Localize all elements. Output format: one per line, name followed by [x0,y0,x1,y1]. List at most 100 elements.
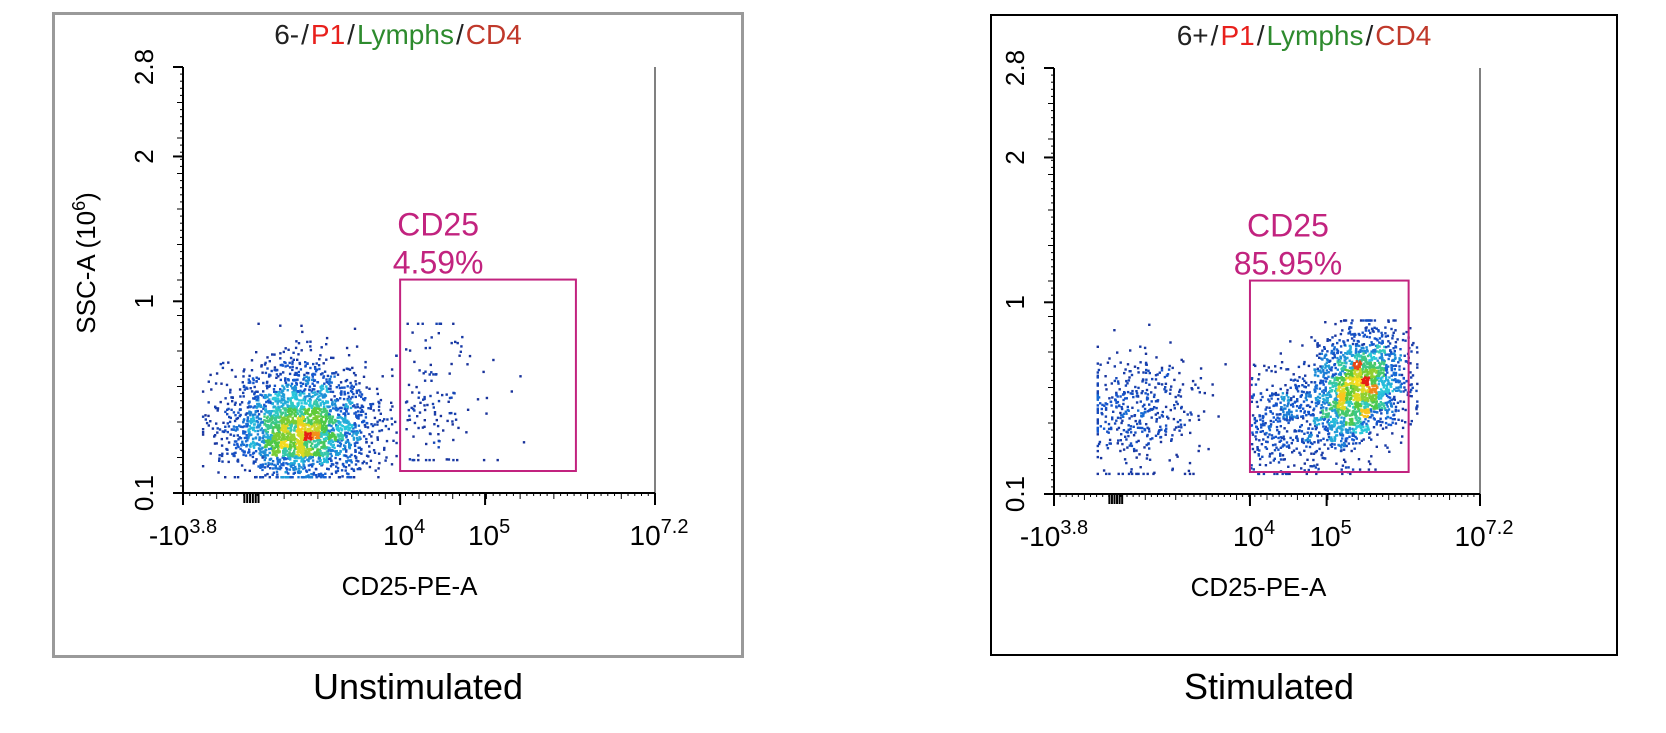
event-point [284,407,287,410]
event-point [234,414,237,417]
event-point [1330,382,1333,385]
event-point [302,457,305,460]
event-point [215,442,218,445]
event-point [1365,430,1368,433]
event-point [431,402,435,406]
event-point [305,470,309,473]
event-point [221,430,224,433]
event-point [264,405,267,408]
event-point [324,436,328,440]
event-point [277,434,281,437]
event-point [1349,472,1352,476]
event-point [1285,417,1288,421]
event-point [347,395,351,398]
event-point [246,439,249,442]
event-point [265,440,268,444]
event-point [262,381,265,385]
event-point [297,342,301,345]
event-point [326,374,330,378]
event-point [330,454,333,458]
event-point [325,343,328,346]
event-point [358,394,361,397]
event-point [279,324,282,327]
event-point [433,423,436,426]
event-point [1373,390,1377,393]
event-point [1365,368,1368,372]
event-point [276,413,280,417]
event-point [1376,350,1379,353]
event-point [299,407,302,411]
event-point [1380,335,1384,338]
event-point [376,392,379,396]
event-point [289,408,292,412]
event-point [1263,432,1267,435]
event-point [286,364,289,367]
event-point [1316,374,1320,378]
event-point [1390,374,1393,377]
event-point [1415,346,1419,349]
event-point [237,445,240,449]
event-point [1328,394,1332,397]
event-point [1366,411,1369,414]
event-point [1320,453,1323,457]
event-point [354,383,358,386]
event-point [1360,413,1363,416]
event-point [324,472,327,475]
event-point [322,433,325,436]
event-point [348,422,351,426]
event-point [253,391,256,394]
event-point [314,370,318,373]
event-point [350,467,353,470]
event-point [272,426,275,429]
event-point [1351,410,1354,413]
event-point [1333,356,1336,359]
event-point [1367,376,1371,379]
event-point [1341,472,1344,476]
event-point [1345,406,1348,409]
event-point [274,467,277,470]
event-point [435,322,438,325]
event-point [360,452,363,455]
event-point [230,368,234,372]
event-point [417,458,420,462]
event-point [209,373,212,377]
event-point [1352,429,1355,432]
event-point [317,473,321,476]
event-point [1332,352,1335,355]
event-point [289,430,292,433]
event-point [252,451,256,454]
event-point [261,431,264,434]
event-point [290,384,293,388]
event-point [385,439,389,443]
event-point [269,394,272,397]
event-point [271,353,274,356]
event-point [1388,342,1392,345]
event-point [251,428,255,431]
event-point [349,397,352,400]
event-point [1268,426,1271,429]
event-point [1258,449,1261,452]
event-point [308,431,312,435]
event-point [1251,431,1254,434]
event-point [1391,410,1394,413]
event-point [1378,350,1382,353]
event-point [369,403,373,406]
event-point [341,425,345,428]
event-point [1400,382,1403,385]
event-point [1366,374,1369,377]
event-point [214,382,218,385]
event-point [421,322,424,325]
event-point [325,446,329,449]
event-point [1340,390,1344,393]
event-point [1319,369,1322,372]
event-point [378,402,381,405]
event-point [273,353,276,356]
event-point [293,460,296,463]
event-point [1363,392,1366,395]
event-point [289,453,292,456]
event-point [1346,411,1349,414]
event-point [485,396,489,400]
event-point [1268,400,1271,403]
event-point [1351,427,1354,431]
event-point [1375,371,1378,374]
